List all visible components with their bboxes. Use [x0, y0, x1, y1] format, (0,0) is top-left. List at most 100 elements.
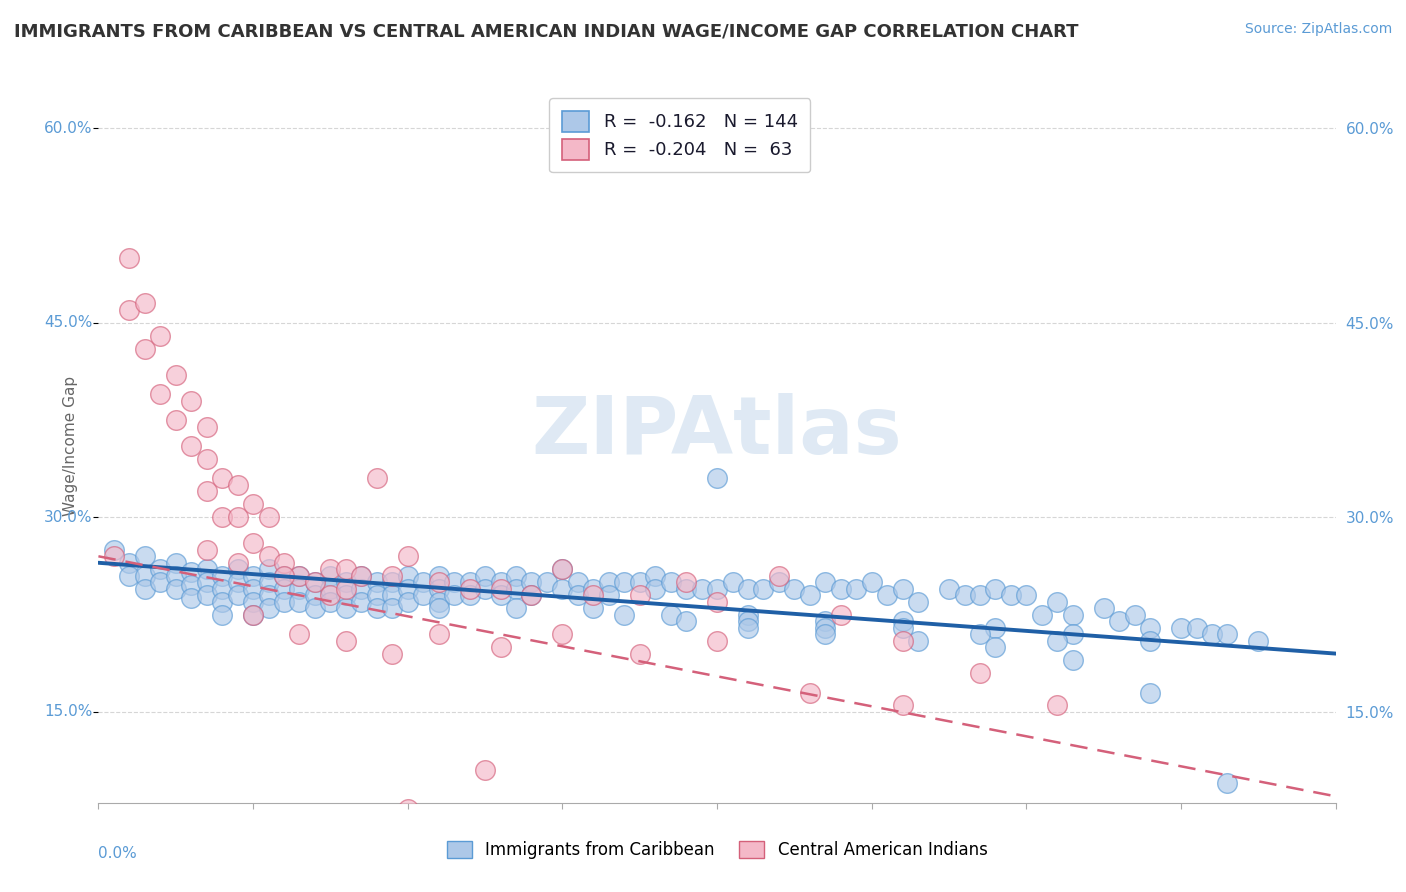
Point	[659, 607, 682, 622]
Point	[891, 614, 914, 628]
Point	[412, 575, 434, 590]
Point	[551, 582, 574, 596]
Point	[675, 575, 697, 590]
Point	[180, 565, 202, 579]
Point	[1216, 627, 1239, 641]
Point	[118, 556, 141, 570]
Point	[1201, 627, 1223, 641]
Point	[427, 568, 450, 582]
Point	[165, 368, 187, 382]
Point	[737, 607, 759, 622]
Point	[443, 575, 465, 590]
Point	[706, 633, 728, 648]
Point	[551, 562, 574, 576]
Point	[675, 614, 697, 628]
Point	[335, 633, 357, 648]
Text: 15.0%: 15.0%	[44, 705, 93, 720]
Point	[366, 588, 388, 602]
Point	[412, 588, 434, 602]
Point	[628, 575, 651, 590]
Point	[721, 575, 744, 590]
Point	[1139, 633, 1161, 648]
Text: Source: ZipAtlas.com: Source: ZipAtlas.com	[1244, 22, 1392, 37]
Point	[195, 588, 218, 602]
Point	[814, 614, 837, 628]
Point	[799, 588, 821, 602]
Point	[953, 588, 976, 602]
Text: 60.0%: 60.0%	[44, 120, 93, 136]
Point	[1046, 595, 1069, 609]
Point	[984, 640, 1007, 654]
Point	[195, 575, 218, 590]
Point	[598, 588, 620, 602]
Point	[706, 471, 728, 485]
Point	[489, 640, 512, 654]
Point	[489, 588, 512, 602]
Point	[335, 588, 357, 602]
Point	[396, 802, 419, 816]
Point	[381, 647, 404, 661]
Point	[969, 666, 991, 681]
Point	[891, 633, 914, 648]
Point	[149, 575, 172, 590]
Point	[520, 588, 543, 602]
Text: IMMIGRANTS FROM CARIBBEAN VS CENTRAL AMERICAN INDIAN WAGE/INCOME GAP CORRELATION: IMMIGRANTS FROM CARIBBEAN VS CENTRAL AME…	[14, 22, 1078, 40]
Point	[226, 510, 249, 524]
Point	[242, 536, 264, 550]
Point	[195, 452, 218, 467]
Point	[335, 582, 357, 596]
Point	[226, 556, 249, 570]
Point	[273, 595, 295, 609]
Text: ZIPAtlas: ZIPAtlas	[531, 392, 903, 471]
Point	[690, 582, 713, 596]
Point	[304, 575, 326, 590]
Point	[211, 607, 233, 622]
Point	[134, 296, 156, 310]
Point	[350, 568, 373, 582]
Point	[288, 582, 311, 596]
Text: 30.0%: 30.0%	[44, 510, 93, 524]
Point	[134, 342, 156, 356]
Point	[226, 588, 249, 602]
Point	[319, 562, 342, 576]
Point	[845, 582, 868, 596]
Point	[211, 471, 233, 485]
Point	[242, 497, 264, 511]
Point	[366, 575, 388, 590]
Point	[1015, 588, 1038, 602]
Point	[118, 568, 141, 582]
Point	[165, 568, 187, 582]
Point	[118, 302, 141, 317]
Point	[103, 542, 125, 557]
Point	[257, 562, 280, 576]
Point	[195, 419, 218, 434]
Point	[582, 601, 605, 615]
Point	[551, 627, 574, 641]
Point	[427, 575, 450, 590]
Point	[830, 582, 852, 596]
Point	[907, 633, 929, 648]
Point	[396, 568, 419, 582]
Point	[396, 582, 419, 596]
Point	[598, 575, 620, 590]
Point	[474, 568, 496, 582]
Point	[149, 387, 172, 401]
Point	[288, 595, 311, 609]
Point	[551, 562, 574, 576]
Point	[396, 595, 419, 609]
Point	[907, 595, 929, 609]
Point	[180, 591, 202, 605]
Point	[304, 575, 326, 590]
Point	[273, 556, 295, 570]
Point	[1170, 621, 1192, 635]
Point	[134, 582, 156, 596]
Text: 0.0%: 0.0%	[98, 846, 138, 861]
Point	[536, 575, 558, 590]
Point	[242, 582, 264, 596]
Point	[443, 588, 465, 602]
Point	[427, 595, 450, 609]
Point	[335, 601, 357, 615]
Point	[1046, 633, 1069, 648]
Point	[1046, 698, 1069, 713]
Point	[211, 582, 233, 596]
